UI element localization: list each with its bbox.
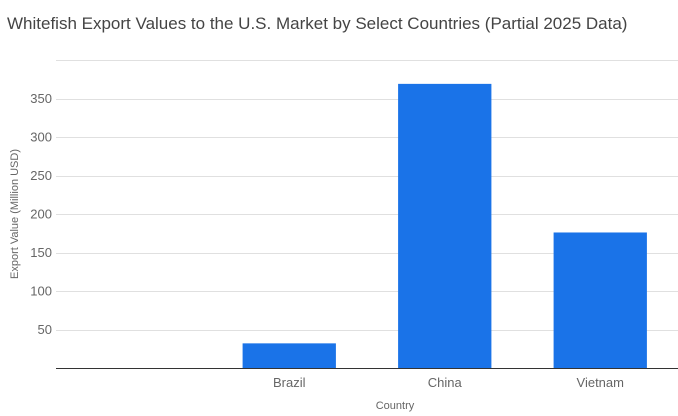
y-axis-title: Export Value (Million USD) bbox=[9, 149, 21, 279]
x-tick-label-vietnam: Vietnam bbox=[577, 375, 624, 390]
bar-china bbox=[398, 83, 492, 369]
y-tick-label: 250 bbox=[30, 168, 52, 183]
y-tick-label: 300 bbox=[30, 130, 52, 145]
bar-brazil bbox=[242, 343, 336, 368]
y-tick-label: 150 bbox=[30, 245, 52, 260]
y-tick-label: 350 bbox=[30, 91, 52, 106]
x-tick-labels: Brazil China Vietnam bbox=[273, 375, 624, 390]
bar-vietnam bbox=[553, 232, 647, 368]
x-tick-label-brazil: Brazil bbox=[273, 375, 306, 390]
y-tick-label: 100 bbox=[30, 284, 52, 299]
x-tick-label-china: China bbox=[428, 375, 463, 390]
bars bbox=[242, 83, 647, 369]
y-tick-labels: 50 100 150 200 250 300 350 bbox=[30, 91, 52, 337]
y-tick-label: 50 bbox=[38, 322, 52, 337]
y-tick-label: 200 bbox=[30, 207, 52, 222]
gridlines bbox=[56, 60, 678, 331]
x-axis-title: Country bbox=[376, 400, 415, 412]
chart-title: Whitefish Export Values to the U.S. Mark… bbox=[7, 14, 627, 33]
